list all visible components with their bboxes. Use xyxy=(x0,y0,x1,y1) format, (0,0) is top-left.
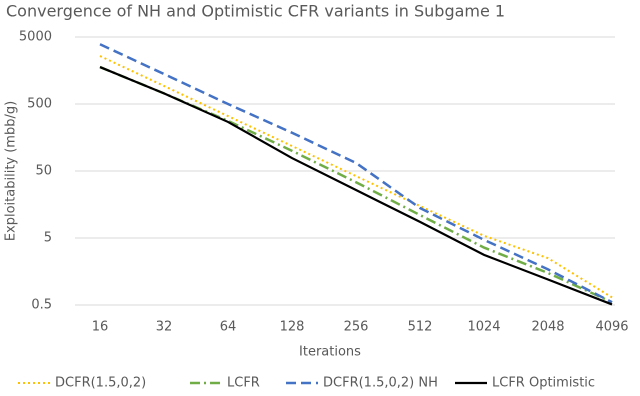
y-tick-label: 500 xyxy=(27,97,52,112)
series-line xyxy=(99,66,613,306)
x-tick-label: 16 xyxy=(92,320,109,335)
y-tick-label: 0.5 xyxy=(31,298,52,313)
x-tick-label: 64 xyxy=(220,320,237,335)
x-tick-label: 128 xyxy=(280,320,305,335)
x-tick-label: 256 xyxy=(344,320,369,335)
y-tick-label: 5 xyxy=(44,231,52,246)
legend-label: LCFR Optimistic xyxy=(492,376,595,391)
y-axis-label: Exploitability (mbb/g) xyxy=(4,101,19,241)
y-tick-label: 5000 xyxy=(19,30,52,45)
series-line xyxy=(99,43,613,304)
x-axis-label: Iterations xyxy=(299,345,361,360)
legend-label: LCFR xyxy=(227,376,260,391)
series-line xyxy=(99,55,613,299)
x-tick-label: 32 xyxy=(156,320,173,335)
legend-label: DCFR(1.5,0,2) xyxy=(55,376,146,391)
x-tick-label: 1024 xyxy=(467,320,500,335)
x-tick-label: 4096 xyxy=(595,320,628,335)
x-tick-label: 2048 xyxy=(531,320,564,335)
series-line xyxy=(99,65,613,304)
x-tick-label: 512 xyxy=(408,320,433,335)
chart-title: Convergence of NH and Optimistic CFR var… xyxy=(6,2,505,21)
legend-label: DCFR(1.5,0,2) NH xyxy=(323,376,438,391)
y-tick-label: 50 xyxy=(35,164,52,179)
